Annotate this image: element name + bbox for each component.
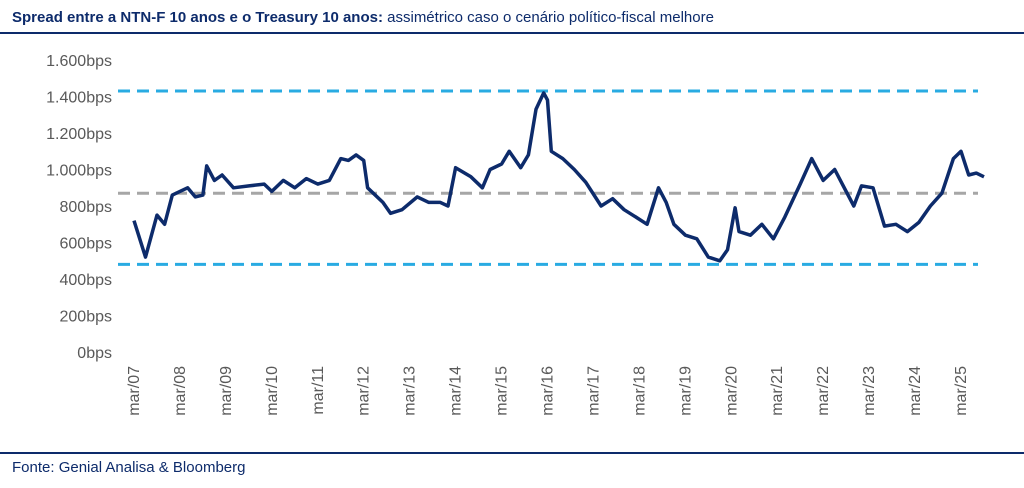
series-line: [132, 91, 985, 263]
y-tick-label: 0bps: [77, 345, 112, 362]
x-tick-label: mar/08: [172, 366, 189, 416]
x-tick-label: mar/20: [723, 366, 740, 416]
x-tick-label: mar/15: [494, 366, 511, 416]
y-tick-label: 1.400bps: [46, 90, 112, 107]
y-tick-label: 600bps: [60, 236, 113, 253]
y-tick-label: 1.000bps: [46, 163, 112, 180]
x-tick-label: mar/25: [953, 366, 970, 416]
x-tick-label: mar/17: [585, 366, 602, 416]
x-tick-label: mar/09: [218, 366, 235, 416]
x-tick-label: mar/12: [356, 366, 373, 416]
x-tick-label: mar/21: [769, 366, 786, 416]
y-tick-label: 800bps: [60, 199, 113, 216]
chart-title: Spread entre a NTN-F 10 anos e o Treasur…: [12, 9, 714, 26]
x-tick-label: mar/23: [861, 366, 878, 416]
x-tick-label: mar/22: [815, 366, 832, 416]
x-tick-label: mar/14: [448, 366, 465, 416]
subtitle: assimétrico caso o cenário político-fisc…: [387, 9, 714, 26]
y-tick-label: 1.600bps: [46, 53, 112, 70]
x-tick-label: mar/13: [402, 366, 419, 416]
x-tick-label: mar/24: [907, 366, 924, 416]
y-tick-label: 1.200bps: [46, 126, 112, 143]
source: Fonte: Genial Analisa & Bloomberg: [12, 459, 245, 476]
x-tick-label: mar/16: [540, 366, 557, 416]
y-tick-label: 200bps: [60, 309, 113, 326]
x-tick-label: mar/07: [126, 366, 143, 416]
title-bold: Spread entre a NTN-F 10 anos e o Treasur…: [12, 9, 383, 26]
x-tick-label: mar/19: [677, 366, 694, 416]
y-tick-label: 400bps: [60, 272, 113, 289]
x-tick-label: mar/10: [264, 366, 281, 416]
x-tick-label: mar/18: [631, 366, 648, 416]
x-tick-label: mar/11: [310, 366, 327, 415]
